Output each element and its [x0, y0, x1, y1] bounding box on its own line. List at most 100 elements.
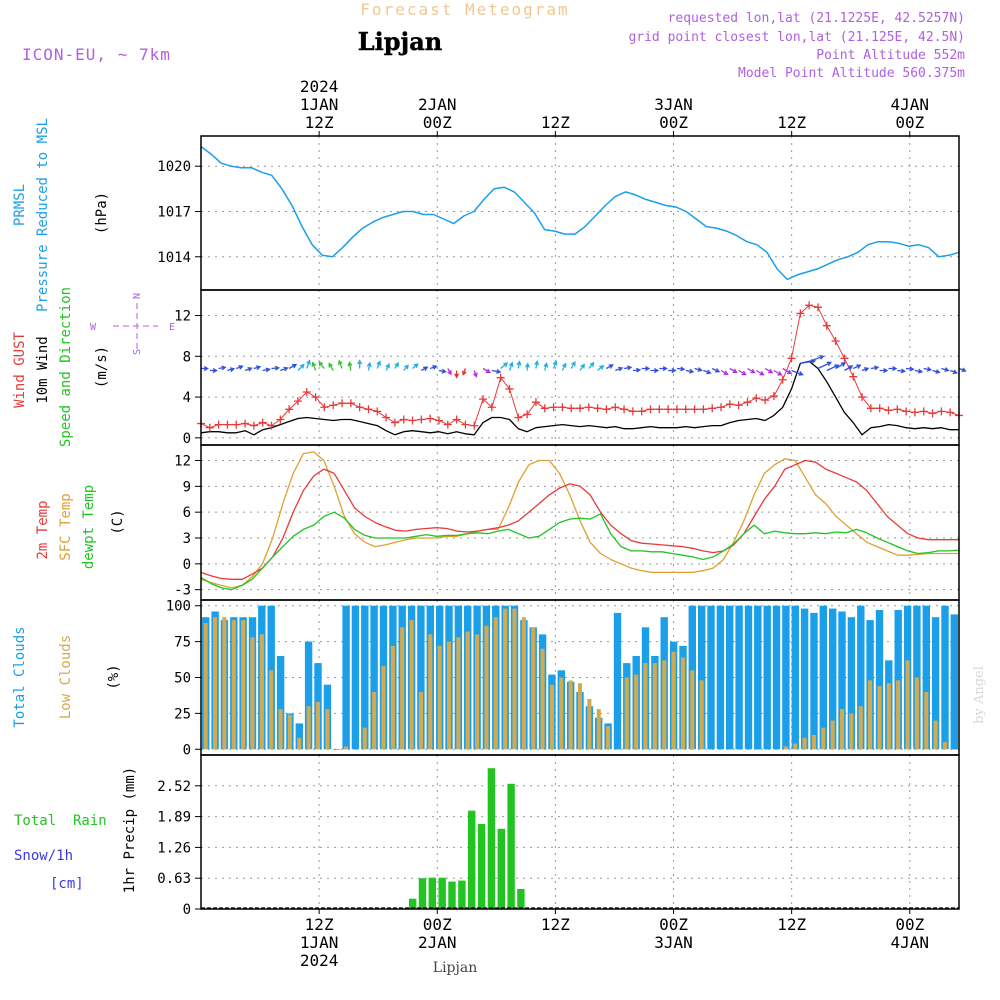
wind-direction-arrow: [650, 368, 660, 374]
gust-marker: [849, 372, 858, 381]
low-clouds-bar: [727, 749, 732, 750]
gust-marker: [620, 405, 629, 414]
gust-marker: [831, 336, 840, 345]
low-clouds-bar: [577, 683, 582, 750]
low-clouds-bar: [540, 648, 545, 750]
wind-direction-arrow: [764, 367, 774, 374]
gust-marker: [329, 401, 338, 410]
gust-marker: [787, 354, 796, 363]
gust-marker: [778, 375, 787, 384]
low-clouds-bar: [334, 749, 339, 750]
clouds-panel-labels: Total Clouds Low Clouds (%): [12, 626, 122, 727]
low-clouds-bar: [905, 660, 910, 750]
gust-marker: [717, 403, 726, 412]
wind-direction-arrow: [747, 367, 756, 374]
wind-direction-arrow: [711, 367, 721, 373]
temp-panel-labels: 2m Temp SFC Temp dewpt Temp (C): [35, 485, 126, 569]
bottom-time-label: 12Z: [305, 915, 334, 934]
bottom-time-label: 3JAN: [654, 933, 693, 952]
wind-direction-arrow: [438, 368, 447, 374]
low-clouds-bar: [858, 706, 863, 750]
y-tick-label: 100: [166, 599, 191, 615]
wind-direction-arrow: [835, 362, 847, 370]
bottom-time-label: 2024: [300, 951, 339, 970]
gust-marker: [223, 420, 232, 429]
rain-bar: [487, 768, 496, 909]
clouds-unit: (%): [106, 664, 122, 689]
rain-bar: [418, 878, 427, 909]
wind-direction-arrow: [906, 366, 915, 372]
wind-direction-arrow: [588, 361, 595, 369]
wind-direction-arrow: [271, 365, 281, 371]
wind-direction-arrow: [641, 366, 651, 372]
gust-marker: [655, 405, 664, 414]
wind-direction-arrow: [227, 367, 236, 373]
data-layer: [197, 145, 967, 909]
total-clouds-bar: [707, 605, 715, 750]
total-clouds-bar: [361, 605, 369, 750]
wind-direction-arrow: [659, 366, 668, 372]
total-clouds-bar: [838, 611, 846, 750]
wind-direction-arrow: [632, 367, 642, 373]
wind-direction-arrow: [311, 361, 317, 371]
total-clouds-bar: [894, 610, 902, 750]
top-time-label: 00Z: [659, 113, 688, 132]
point-altitude: Point Altitude 552m: [816, 48, 965, 63]
low-clouds-bar: [231, 620, 236, 750]
wind-direction-arrow: [472, 370, 478, 378]
low-clouds-bar: [840, 709, 845, 750]
low-clouds-bar: [952, 749, 957, 750]
wind-direction-arrow: [347, 361, 353, 371]
y-tick-label: 12: [174, 454, 191, 470]
y-tick-label: 1.89: [157, 810, 191, 826]
wind-direction-arrow: [773, 369, 783, 376]
y-tick-label: 1017: [157, 204, 191, 220]
compass-e: E: [169, 322, 175, 333]
gust-marker: [452, 415, 461, 424]
gust-marker: [796, 309, 805, 318]
low-clouds-bar: [596, 709, 601, 750]
gust-marker: [813, 303, 822, 312]
gridpoint-coords: grid point closest lon,lat (21.125E, 42.…: [628, 30, 965, 45]
low-clouds-bar: [606, 726, 611, 750]
gust-marker: [426, 414, 435, 423]
gust-marker: [355, 403, 364, 412]
low-clouds-bar: [690, 670, 695, 750]
total-clouds-bar: [819, 605, 827, 750]
footer-credit: by Angel: [972, 666, 987, 724]
total-clouds-bar: [913, 605, 921, 750]
low-clouds-bar: [269, 670, 274, 750]
gust-marker: [258, 418, 267, 427]
low-clouds-bar: [362, 727, 367, 750]
low-clouds-bar: [662, 660, 667, 750]
gust-marker: [664, 405, 673, 414]
wind-direction-arrow: [808, 354, 825, 363]
wind-direction-arrow: [949, 369, 958, 375]
model-point-altitude: Model Point Altitude 560.375m: [738, 66, 965, 81]
y-tick-label: 0: [183, 431, 191, 447]
low-clouds-bar: [793, 743, 798, 750]
wind-direction-arrow: [201, 366, 209, 372]
bottom-time-label: 4JAN: [891, 933, 930, 952]
wind-direction-arrow: [412, 363, 419, 370]
gust-marker: [743, 398, 752, 407]
gust-marker: [302, 387, 311, 396]
top-time-label: 12Z: [541, 113, 570, 132]
wind-direction-arrow: [755, 369, 765, 376]
gust-marker: [761, 396, 770, 405]
meteogram-title: Forecast Meteogram: [360, 0, 569, 19]
y-tick-label: 12: [174, 308, 191, 324]
wind-direction-arrow: [570, 360, 576, 369]
top-time-label: 00Z: [895, 113, 924, 132]
top-time-label: 00Z: [423, 113, 452, 132]
low-clouds-bar: [680, 657, 685, 750]
low-clouds-bar: [615, 749, 620, 750]
y-tick-label: 25: [174, 706, 191, 722]
precip-panel-labels: Total Rain Snow/1h [cm] 1hr Precip (mm): [14, 767, 138, 893]
low-clouds-bar: [624, 677, 629, 750]
total-clouds-bar: [698, 605, 706, 750]
gust-marker: [320, 403, 329, 412]
total-clouds-bar: [276, 656, 285, 750]
low-clouds-bar: [213, 617, 218, 750]
